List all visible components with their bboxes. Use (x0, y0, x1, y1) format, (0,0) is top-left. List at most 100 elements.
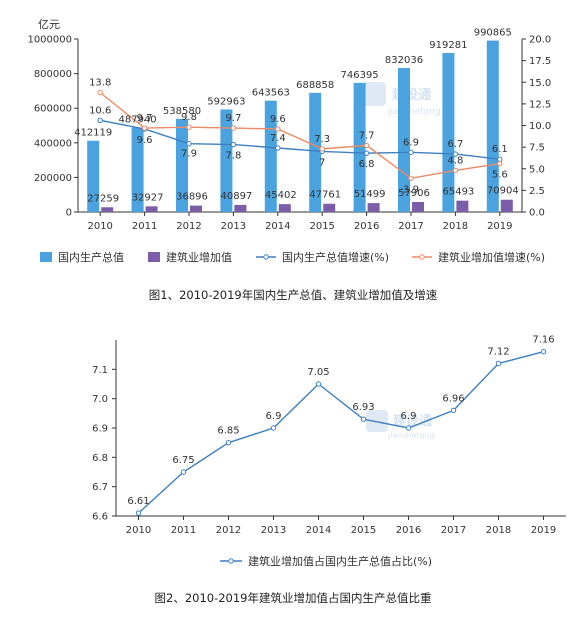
watermark-domain: jianshetong (387, 107, 441, 117)
construction-bar (323, 203, 336, 212)
gdp-growth-point (497, 156, 503, 162)
chart2-x-tick-label: 2016 (396, 525, 421, 536)
gdp-growth-point (452, 151, 459, 157)
chart1-x-tick-label: 2015 (309, 221, 334, 232)
legend-gdp-growth-label: 国内生产总值增速(%) (282, 250, 389, 264)
share-label: 7.12 (487, 346, 509, 357)
construction-bar-label: 27259 (87, 193, 119, 204)
chart2-x-tick-label: 2010 (126, 525, 151, 536)
construction-growth-label: 9.7 (225, 113, 241, 124)
construction-bar-label: 32927 (132, 192, 164, 203)
chart1-left-tick-label: 1000000 (27, 35, 72, 46)
chart1-unit-label: 亿元 (38, 18, 60, 31)
share-label: 6.85 (217, 426, 239, 437)
construction-growth-label: 3.9 (403, 184, 419, 195)
chart2: 建设通 jianshetong 6.6 6.7 6.8 6.9 7.0 7.1 2010 20… (92, 335, 566, 605)
share-point (360, 416, 367, 422)
chart1-x-tick-label: 2010 (87, 221, 112, 232)
construction-bar (145, 206, 158, 212)
chart1-legend: 国内生产总值 建筑业增加值 国内生产总值增速(%) 建筑业增加值增速(%) (40, 250, 545, 264)
chart2-lines (135, 349, 547, 516)
chart1-right-tick-label: 17.5 (529, 56, 551, 67)
chart1-right-tick-label: 20.0 (529, 35, 551, 46)
chart1-x-tick-label: 2017 (398, 221, 423, 232)
construction-bar (367, 203, 380, 212)
construction-growth-label: 13.8 (89, 78, 111, 89)
gdp-growth-label: 6.1 (492, 144, 508, 155)
chart2-x-tick-label: 2011 (171, 525, 196, 536)
gdp-bar-label: 688858 (296, 80, 334, 91)
gdp-growth-point (363, 150, 370, 156)
chart2-y-tick-label: 6.7 (92, 482, 108, 493)
gdp-growth-label: 7.4 (270, 133, 286, 144)
chart1-left-tick-label: 800000 (34, 69, 72, 80)
construction-bar-label: 51499 (354, 189, 386, 200)
gdp-bar-label: 487940 (119, 115, 157, 126)
chart1-right-tick-label: 7.5 (529, 143, 545, 154)
chart1: 建设通 jianshetong 亿元 0 200000 400000 600000 80… (27, 18, 551, 302)
watermark-brand: 建设通 (392, 87, 431, 103)
construction-bar-label: 40897 (220, 191, 252, 202)
share-label: 6.9 (401, 411, 417, 422)
chart2-caption: 图2、2010-2019年建筑业增加值占国内生产总值比重 (155, 591, 432, 605)
construction-growth-point (363, 142, 370, 149)
chart1-right-tick-label: 0.0 (529, 208, 545, 219)
share-point (540, 349, 547, 355)
share-point (450, 407, 457, 414)
gdp-growth-point (186, 140, 192, 147)
gdp-growth-label: 6.8 (359, 159, 375, 170)
gdp-bar-label: 919281 (429, 40, 467, 51)
chart2-y-tick-label: 7.1 (92, 365, 108, 376)
share-point (135, 510, 142, 516)
construction-bar-label: 65493 (442, 187, 474, 198)
share-label: 6.93 (352, 402, 374, 413)
legend-construction-swatch (148, 252, 160, 262)
share-point (225, 439, 232, 446)
gdp-growth-label: 7 (319, 157, 325, 168)
chart1-left-tick-label: 0 (66, 208, 72, 219)
chart1-data-labels: 412119 487940 538580 592963 643563 688858 7463… (74, 28, 519, 205)
construction-bar (278, 204, 291, 212)
chart2-x-tick-label: 2019 (531, 525, 556, 536)
gdp-bar-label: 990865 (474, 28, 512, 39)
chart2-x-tick-label: 2012 (216, 525, 241, 536)
chart1-left-tick-label: 400000 (34, 138, 72, 149)
construction-bar (190, 205, 202, 212)
construction-growth-label: 7.7 (359, 130, 375, 141)
construction-growth-point (230, 125, 237, 131)
construction-growth-point (319, 146, 325, 152)
share-line (138, 351, 544, 514)
chart1-right-tick-label: 2.5 (529, 186, 545, 197)
legend-construction-growth-marker (419, 254, 425, 260)
gdp-growth-line (100, 119, 500, 160)
chart2-x-tick-label: 2014 (306, 525, 331, 536)
legend-gdp-swatch (40, 252, 52, 262)
construction-growth-label: 4.8 (447, 155, 463, 166)
share-point (180, 469, 187, 475)
share-label: 6.96 (442, 393, 464, 404)
chart1-axes: 0 200000 400000 600000 800000 1000000 0.0 2.5 5.… (27, 35, 551, 233)
construction-growth-point (275, 126, 281, 132)
gdp-growth-label: 7.8 (225, 151, 241, 162)
legend-construction-growth-label: 建筑业增加值增速(%) (438, 250, 545, 264)
gdp-growth-point (275, 145, 281, 151)
construction-growth-point (141, 125, 148, 131)
gdp-bar-label: 832036 (385, 55, 423, 66)
construction-bar-label: 36896 (176, 192, 208, 203)
watermark-brand-2: 建设通 (393, 413, 432, 429)
chart1-x-tick-label: 2012 (176, 221, 201, 232)
chart2-y-tick-label: 6.6 (92, 512, 108, 523)
chart1-x-tick-label: 2018 (443, 221, 468, 232)
construction-growth-point (186, 124, 192, 130)
chart2-x-tick-label: 2013 (261, 525, 286, 536)
gdp-bar-label: 412119 (74, 128, 112, 139)
chart1-x-tick-label: 2011 (132, 221, 157, 232)
chart2-data-labels: 6.61 6.75 6.85 6.9 7.05 6.93 6.9 6.96 7.12 7.16 (127, 335, 554, 507)
chart2-legend: 建筑业增加值占国内生产总值占比(%) (220, 554, 432, 568)
share-label: 6.61 (127, 496, 149, 507)
construction-growth-label: 9.7 (137, 113, 153, 124)
construction-growth-line (99, 92, 500, 180)
chart2-x-tick-label: 2018 (486, 525, 511, 536)
gdp-bar-label: 643563 (252, 88, 290, 99)
